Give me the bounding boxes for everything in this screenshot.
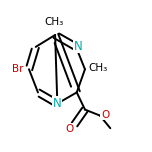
Text: CH₃: CH₃	[89, 63, 108, 73]
Text: O: O	[65, 124, 73, 134]
Text: O: O	[101, 110, 109, 120]
Text: N: N	[53, 97, 62, 110]
Text: CH₃: CH₃	[44, 17, 63, 27]
Text: N: N	[74, 40, 83, 53]
Text: Br: Br	[12, 64, 24, 74]
